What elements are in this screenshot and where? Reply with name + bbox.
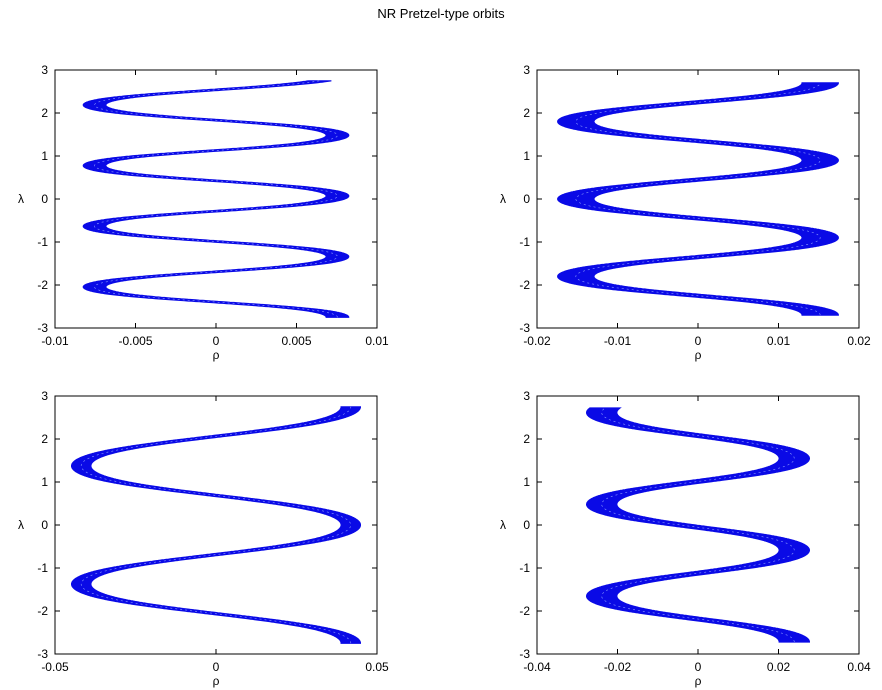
y-tick-label: 0	[523, 518, 530, 532]
x-tick-label: -0.05	[41, 660, 69, 674]
y-axis-label: λ	[500, 192, 506, 206]
y-tick-label: -3	[37, 647, 48, 661]
x-axis-label: ρ	[213, 348, 220, 362]
y-tick-label: 1	[523, 149, 530, 163]
orbit-band	[82, 80, 350, 318]
y-tick-label: 2	[523, 106, 530, 120]
orbit-centerline	[80, 406, 352, 644]
x-tick-label: 0.04	[847, 660, 871, 674]
y-tick-label: 2	[41, 106, 48, 120]
y-tick-label: -1	[519, 235, 530, 249]
y-tick-label: 1	[41, 475, 48, 489]
y-tick-label: 3	[41, 389, 48, 403]
x-tick-label: 0	[695, 660, 702, 674]
x-tick-label: -0.01	[41, 334, 69, 348]
orbit-band	[71, 406, 361, 644]
y-tick-label: 3	[523, 389, 530, 403]
y-axis-label: λ	[18, 192, 24, 206]
x-tick-label: 0.01	[365, 334, 389, 348]
x-axis-label: ρ	[213, 674, 220, 688]
y-tick-label: 1	[523, 475, 530, 489]
subplot-2: -0.02 -0.01 0 0.01 0.02 -3 -2 -1 0 1 2 3 ρ λ	[500, 63, 871, 362]
x-tick-label: 0.005	[281, 334, 311, 348]
y-tick-label: -1	[519, 561, 530, 575]
subplot-1: -0.01 -0.005 0 0.005 0.01 -3 -2 -1 0 1 2 3 ρ λ	[18, 63, 389, 362]
y-tick-label: 2	[41, 432, 48, 446]
y-tick-label: 3	[41, 63, 48, 77]
x-tick-label: 0.02	[847, 334, 871, 348]
y-tick-label: -2	[37, 604, 48, 618]
y-tick-label: 2	[523, 432, 530, 446]
figure-title: NR Pretzel-type orbits	[377, 6, 505, 21]
x-tick-label: -0.02	[604, 660, 632, 674]
y-axis-label: λ	[500, 518, 506, 532]
x-tick-label: -0.04	[523, 660, 551, 674]
orbit-centerline	[575, 82, 821, 316]
orbit-centerline	[601, 407, 795, 642]
y-tick-label: -3	[519, 647, 530, 661]
orbit-band	[557, 82, 839, 316]
y-tick-label: 0	[41, 518, 48, 532]
orbit-band	[586, 407, 810, 643]
y-tick-label: 0	[523, 192, 530, 206]
x-tick-label: -0.01	[604, 334, 632, 348]
subplot-3: -0.05 0 0.05 -3 -2 -1 0 1 2 3 ρ λ	[18, 389, 389, 688]
y-tick-label: -1	[37, 235, 48, 249]
y-tick-label: 0	[41, 192, 48, 206]
y-tick-label: -3	[519, 321, 530, 335]
orbit-centerline	[94, 80, 338, 318]
x-tick-label: 0.02	[767, 660, 791, 674]
y-tick-label: -2	[37, 278, 48, 292]
subplot-4: -0.04 -0.02 0 0.02 0.04 -3 -2 -1 0 1 2 3 ρ λ	[500, 389, 871, 688]
x-tick-label: 0	[695, 334, 702, 348]
y-tick-label: -2	[519, 604, 530, 618]
y-tick-label: 1	[41, 149, 48, 163]
x-tick-label: 0.01	[767, 334, 791, 348]
x-tick-label: -0.005	[118, 334, 152, 348]
y-tick-label: -1	[37, 561, 48, 575]
x-tick-label: 0.05	[365, 660, 389, 674]
y-axis-label: λ	[18, 518, 24, 532]
y-tick-label: -2	[519, 278, 530, 292]
x-axis-label: ρ	[695, 674, 702, 688]
y-tick-label: -3	[37, 321, 48, 335]
x-tick-label: 0	[213, 660, 220, 674]
x-tick-label: 0	[213, 334, 220, 348]
x-axis-label: ρ	[695, 348, 702, 362]
y-tick-label: 3	[523, 63, 530, 77]
x-tick-label: -0.02	[523, 334, 551, 348]
